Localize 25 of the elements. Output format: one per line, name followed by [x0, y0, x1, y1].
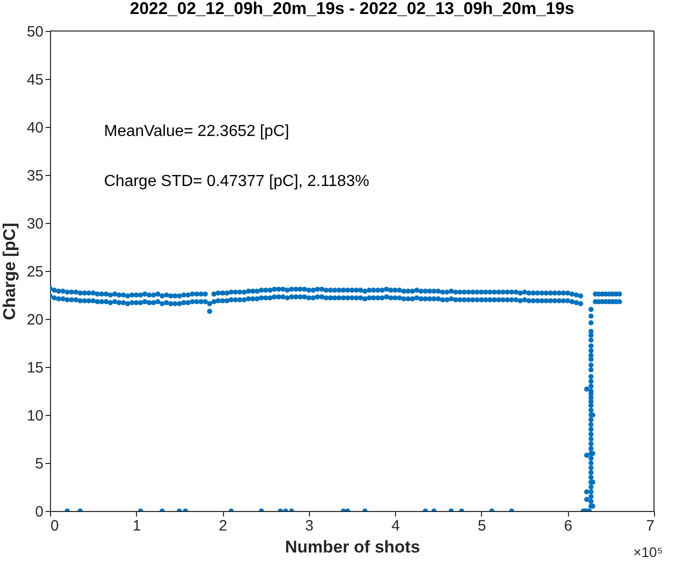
chart-title: 2022_02_12_09h_20m_19s - 2022_02_13_09h_20m_19s — [130, 0, 574, 18]
y-tick-label: 5 — [35, 456, 44, 472]
y-tick-label: 20 — [26, 312, 44, 328]
x-tick-label: 7 — [646, 518, 654, 534]
x-tick-label: 2 — [218, 518, 228, 534]
text: ×10⁵ — [633, 544, 663, 560]
x-tick-label: 3 — [305, 518, 314, 534]
y-tick-label: 45 — [26, 72, 44, 88]
annotation: MeanValue= 22.3652 [pC] — [104, 123, 290, 140]
y-tick-label: 50 — [26, 24, 44, 40]
x-tick-label: 1 — [132, 518, 141, 534]
y-tick-label: 10 — [26, 408, 44, 424]
x-tick-label: 5 — [478, 518, 486, 534]
y-tick-label: 35 — [26, 168, 44, 184]
y-axis-title: Charge [pC] — [0, 222, 19, 320]
y-tick-label: 40 — [26, 120, 44, 136]
x-axis-title: Number of shots — [284, 538, 420, 556]
annotation: Charge STD= 0.47377 [pC], 2.1183% — [104, 173, 370, 190]
y-tick-label: 25 — [26, 264, 44, 280]
y-tick-label: 0 — [35, 504, 44, 520]
x-tick-label: 0 — [50, 518, 59, 534]
x-tick-label: 6 — [564, 518, 572, 534]
y-tick-label: 15 — [26, 360, 44, 376]
y-tick-label: 30 — [26, 216, 44, 232]
x-tick-label: 4 — [391, 518, 400, 534]
